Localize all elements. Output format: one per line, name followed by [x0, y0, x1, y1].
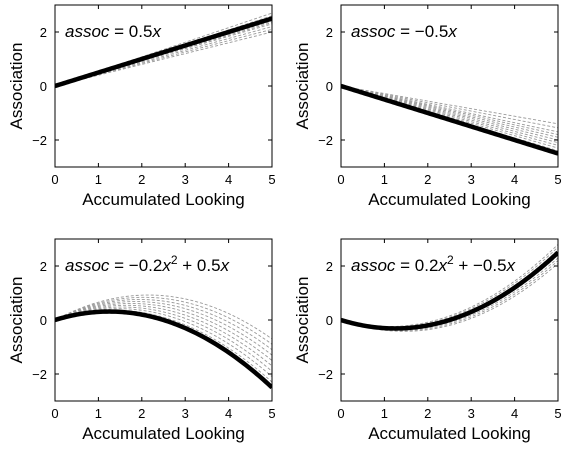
x-tick-label: 5	[554, 172, 561, 187]
sample-line	[341, 85, 558, 125]
x-tick-label: 1	[381, 172, 388, 187]
sample-line	[55, 304, 272, 367]
x-tick-label: 2	[138, 172, 145, 187]
sample-line	[341, 85, 558, 133]
x-axis-label: Accumulated Looking	[368, 190, 531, 209]
sample-line	[55, 299, 272, 351]
x-tick-label: 0	[51, 406, 58, 421]
y-tick-label: −2	[32, 367, 47, 382]
x-tick-label: 1	[381, 406, 388, 421]
y-tick-label: 2	[40, 25, 47, 40]
x-tick-label: 2	[138, 406, 145, 421]
y-tick-label: −2	[318, 367, 333, 382]
y-tick-label: −2	[32, 133, 47, 148]
x-axis-label: Accumulated Looking	[368, 424, 531, 443]
sample-curves	[55, 294, 272, 383]
y-axis-label: Association	[293, 43, 312, 130]
y-tick-label: 2	[326, 25, 333, 40]
main-curve	[55, 309, 272, 390]
x-tick-label: 4	[511, 406, 518, 421]
formula-annotation: assoc = −0.2x2 + 0.5x	[65, 253, 230, 275]
formula-annotation: assoc = 0.2x2 + −0.5x	[351, 253, 516, 275]
x-axis-label: Accumulated Looking	[82, 190, 245, 209]
sample-line	[341, 85, 558, 129]
x-tick-label: 5	[554, 406, 561, 421]
x-tick-label: 0	[337, 406, 344, 421]
main-curve	[341, 83, 558, 156]
x-tick-label: 4	[225, 172, 232, 187]
x-axis-label: Accumulated Looking	[82, 424, 245, 443]
x-tick-label: 1	[95, 406, 102, 421]
x-tick-label: 4	[225, 406, 232, 421]
y-tick-label: 0	[40, 313, 47, 328]
panel-1: 0 1 2 3 4 5 −2 0 2 Accumulated Looking Association…	[7, 4, 276, 209]
main-curve	[341, 250, 558, 331]
sample-line	[55, 296, 272, 345]
x-tick-label: 0	[337, 172, 344, 187]
y-tick-label: −2	[318, 133, 333, 148]
formula-annotation: assoc = 0.5x	[65, 22, 161, 41]
y-tick-label: 0	[326, 79, 333, 94]
panel-2: 0 1 2 3 4 5 −2 0 2 Accumulated Looking Association…	[293, 4, 562, 209]
sample-line	[341, 85, 558, 138]
formula-annotation: assoc = −0.5x	[351, 22, 457, 41]
y-tick-label: 0	[326, 313, 333, 328]
x-tick-label: 0	[51, 172, 58, 187]
sample-line	[55, 306, 272, 372]
panel-4: 0 1 2 3 4 5 −2 0 2 Accumulated Looking Association…	[293, 238, 562, 443]
y-axis-label: Association	[293, 277, 312, 364]
x-tick-label: 2	[424, 172, 431, 187]
y-tick-label: 0	[40, 79, 47, 94]
x-tick-label: 1	[95, 172, 102, 187]
x-tick-label: 2	[424, 406, 431, 421]
x-tick-label: 5	[268, 172, 275, 187]
x-tick-label: 3	[468, 406, 475, 421]
y-axis-label: Association	[7, 43, 26, 130]
x-tick-label: 3	[182, 172, 189, 187]
sample-line	[55, 303, 272, 361]
sample-line	[55, 12, 272, 87]
panel-3: 0 1 2 3 4 5 −2 0 2 Accumulated Looking Association…	[7, 238, 276, 443]
sample-line	[341, 85, 558, 136]
y-tick-label: 2	[40, 259, 47, 274]
sample-line	[55, 294, 272, 340]
sample-line	[55, 301, 272, 356]
x-tick-label: 3	[468, 172, 475, 187]
y-axis-label: Association	[7, 277, 26, 364]
x-tick-label: 4	[511, 172, 518, 187]
main-curve	[55, 16, 272, 89]
x-tick-label: 3	[182, 406, 189, 421]
y-tick-label: 2	[326, 259, 333, 274]
x-tick-label: 5	[268, 406, 275, 421]
